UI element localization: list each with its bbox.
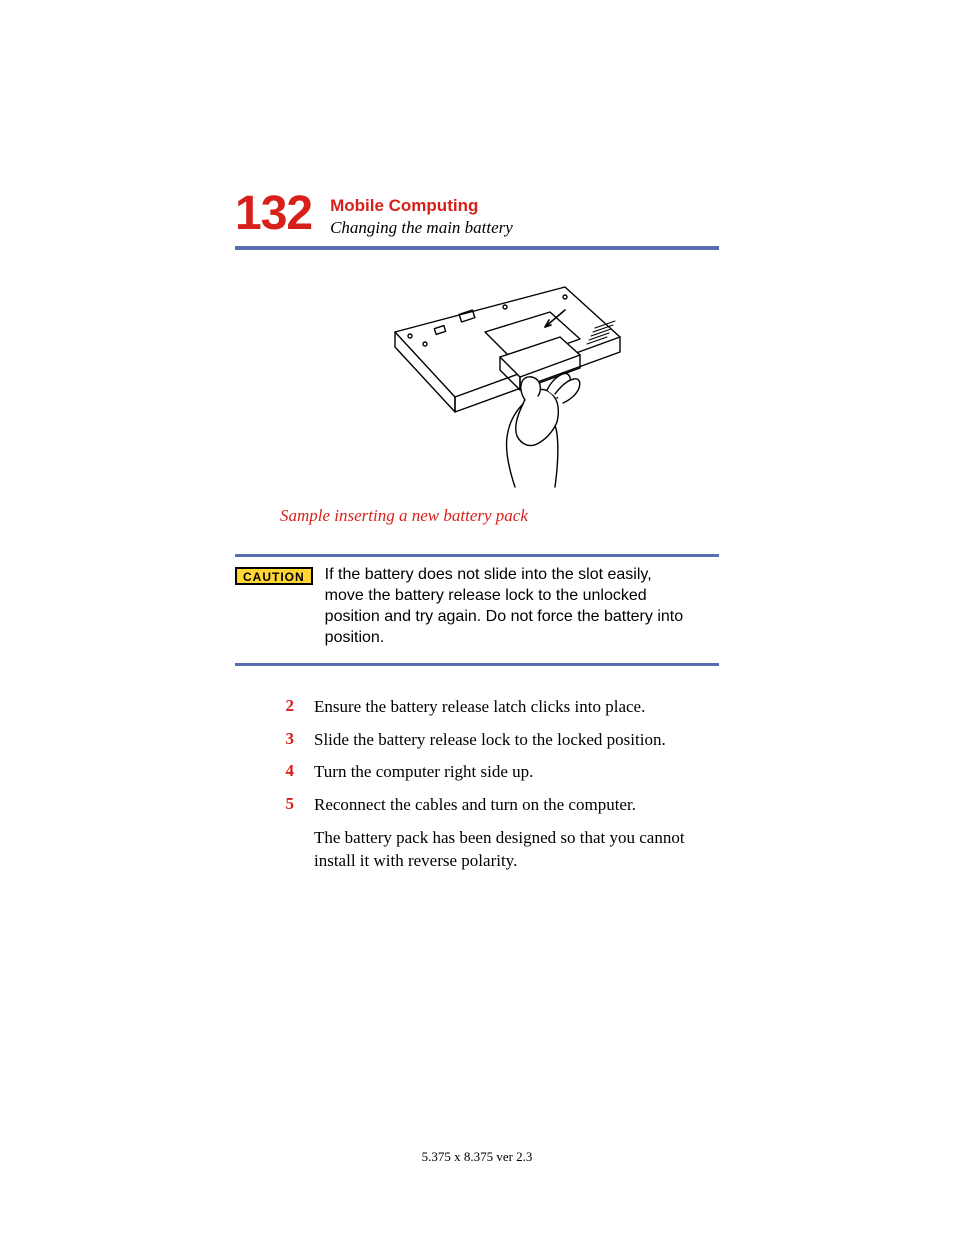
figure-caption: Sample inserting a new battery pack	[280, 506, 719, 526]
figure-block: Sample inserting a new battery pack	[280, 272, 719, 526]
step-text: Reconnect the cables and turn on the com…	[314, 794, 636, 817]
step-list: 2 Ensure the battery release latch click…	[280, 696, 719, 818]
caution-block: CAUTION If the battery does not slide in…	[235, 554, 719, 665]
chapter-title: Mobile Computing	[330, 196, 513, 216]
header-rule	[235, 246, 719, 250]
page-header: 132 Mobile Computing Changing the main b…	[235, 190, 719, 238]
caution-content: CAUTION If the battery does not slide in…	[235, 557, 719, 662]
step-item: 4 Turn the computer right side up.	[280, 761, 719, 784]
caution-badge: CAUTION	[235, 567, 313, 585]
section-title: Changing the main battery	[330, 218, 513, 238]
step-item: 5 Reconnect the cables and turn on the c…	[280, 794, 719, 817]
header-titles: Mobile Computing Changing the main batte…	[330, 190, 513, 238]
step-item: 2 Ensure the battery release latch click…	[280, 696, 719, 719]
step-text: Turn the computer right side up.	[314, 761, 533, 784]
step-number: 3	[280, 729, 294, 749]
step-text: Slide the battery release lock to the lo…	[314, 729, 666, 752]
step-number: 5	[280, 794, 294, 814]
caution-text: If the battery does not slide into the s…	[325, 565, 695, 648]
battery-install-illustration	[365, 272, 635, 492]
step-number: 4	[280, 761, 294, 781]
page-number: 132	[235, 190, 312, 238]
step-item: 3 Slide the battery release lock to the …	[280, 729, 719, 752]
trailing-paragraph: The battery pack has been designed so th…	[314, 827, 714, 873]
step-number: 2	[280, 696, 294, 716]
caution-rule-bottom	[235, 663, 719, 666]
step-text: Ensure the battery release latch clicks …	[314, 696, 645, 719]
manual-page: 132 Mobile Computing Changing the main b…	[0, 0, 954, 1235]
page-footer: 5.375 x 8.375 ver 2.3	[0, 1149, 954, 1165]
